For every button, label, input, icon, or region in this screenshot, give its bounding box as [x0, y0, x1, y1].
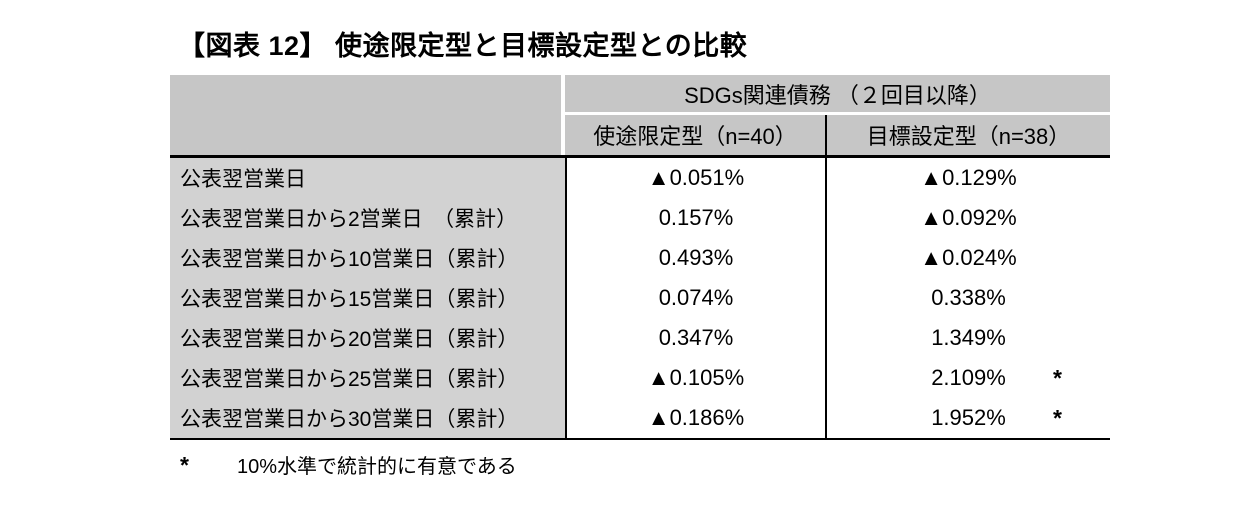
value-restricted-use: ▲0.051%: [565, 158, 825, 198]
figure-title: 【図表 12】 使途限定型と目標設定型との比較: [178, 31, 748, 61]
value-restricted-use: 0.347%: [565, 318, 825, 358]
value-target-setting: 2.109% *: [825, 358, 1110, 398]
comparison-table: SDGs関連債務 （２回目以降） 使途限定型（n=40） 目標設定型（n=38）…: [170, 75, 1110, 440]
header-group-sdgs-debt: SDGs関連債務 （２回目以降）: [565, 75, 1110, 112]
row-label: 公表翌営業日から30営業日（累計）: [170, 398, 565, 438]
value-text: 0.338%: [931, 285, 1006, 310]
footnote: * 10%水準で統計的に有意である: [180, 450, 1114, 479]
value-restricted-use: ▲0.186%: [565, 398, 825, 438]
row-label: 公表翌営業日から20営業日（累計）: [170, 318, 565, 358]
table-row: 公表翌営業日から20営業日（累計） 0.347% 1.349%: [170, 318, 1110, 358]
row-label: 公表翌営業日から2営業日 （累計）: [170, 198, 565, 238]
significance-marker: *: [1053, 404, 1062, 431]
corner-cell: [170, 75, 561, 155]
value-text: 2.109%: [931, 365, 1006, 390]
header-col-restricted-use: 使途限定型（n=40）: [565, 115, 825, 155]
value-restricted-use: 0.493%: [565, 238, 825, 278]
value-target-setting: 0.338%: [825, 278, 1110, 318]
footnote-asterisk: *: [180, 452, 189, 478]
value-text: 1.952%: [931, 405, 1006, 430]
significance-marker: *: [1053, 364, 1062, 391]
table-header: SDGs関連債務 （２回目以降） 使途限定型（n=40） 目標設定型（n=38）: [170, 75, 1110, 158]
row-label: 公表翌営業日: [170, 158, 565, 198]
value-target-setting: ▲0.092%: [825, 198, 1110, 238]
table-row: 公表翌営業日 ▲0.051% ▲0.129%: [170, 158, 1110, 198]
table-row: 公表翌営業日から2営業日 （累計） 0.157% ▲0.092%: [170, 198, 1110, 238]
row-label: 公表翌営業日から25営業日（累計）: [170, 358, 565, 398]
table-body: 公表翌営業日 ▲0.051% ▲0.129% 公表翌営業日から2営業日 （累計）…: [170, 158, 1110, 440]
header-col-target-setting: 目標設定型（n=38）: [825, 115, 1110, 155]
figure-container: 【図表 12】 使途限定型と目標設定型との比較 SDGs関連債務 （２回目以降）…: [170, 24, 1114, 479]
value-restricted-use: 0.074%: [565, 278, 825, 318]
value-text: ▲0.129%: [920, 165, 1017, 190]
value-text: ▲0.024%: [920, 245, 1017, 270]
value-text: ▲0.092%: [920, 205, 1017, 230]
row-label: 公表翌営業日から15営業日（累計）: [170, 278, 565, 318]
table-row: 公表翌営業日から10営業日（累計） 0.493% ▲0.024%: [170, 238, 1110, 278]
value-restricted-use: 0.157%: [565, 198, 825, 238]
table-row: 公表翌営業日から30営業日（累計） ▲0.186% 1.952% *: [170, 398, 1110, 438]
value-target-setting: ▲0.129%: [825, 158, 1110, 198]
footnote-text: 10%水準で統計的に有意である: [236, 456, 517, 478]
table-row: 公表翌営業日から25営業日（累計） ▲0.105% 2.109% *: [170, 358, 1110, 398]
row-label: 公表翌営業日から10営業日（累計）: [170, 238, 565, 278]
table-row: 公表翌営業日から15営業日（累計） 0.074% 0.338%: [170, 278, 1110, 318]
value-target-setting: 1.952% *: [825, 398, 1110, 438]
value-restricted-use: ▲0.105%: [565, 358, 825, 398]
value-target-setting: ▲0.024%: [825, 238, 1110, 278]
value-target-setting: 1.349%: [825, 318, 1110, 358]
value-text: 1.349%: [931, 325, 1006, 350]
